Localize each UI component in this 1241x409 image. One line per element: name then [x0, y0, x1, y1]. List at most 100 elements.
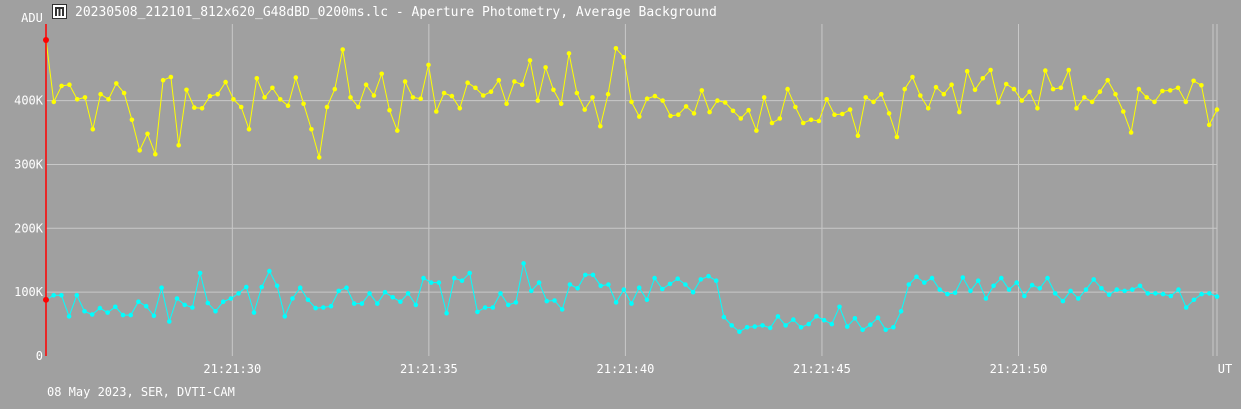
series-0-point [293, 75, 299, 80]
x-tick-label: 21:21:45 [793, 362, 851, 376]
series-1-point [945, 291, 950, 297]
series-0-point [231, 97, 236, 102]
series-0-point [1214, 107, 1220, 112]
series-1-point [428, 280, 434, 285]
series-1-point [220, 299, 226, 305]
series-1-point [798, 325, 804, 330]
series-0-point [1206, 122, 1212, 128]
series-1-point [621, 287, 627, 292]
series-0-point [74, 97, 80, 102]
series-0-point [910, 74, 915, 80]
series-0-point [285, 103, 291, 108]
series-0-point [933, 84, 939, 90]
series-1-point [1130, 287, 1135, 292]
series-0-point [371, 93, 377, 98]
series-0-point [1097, 89, 1103, 94]
series-1-point [1006, 287, 1012, 292]
series-0-point [1011, 86, 1017, 92]
series-1-point [544, 298, 550, 304]
series-0-point [957, 109, 962, 115]
series-1-point [97, 305, 103, 311]
series-1-point [1176, 287, 1181, 292]
series-1-point [513, 300, 519, 305]
series-1-point [660, 286, 665, 292]
series-1-point [583, 272, 588, 278]
series-0-point [988, 67, 993, 73]
series-0-point [621, 54, 626, 60]
series-0-point [722, 100, 728, 105]
app-icon [52, 4, 67, 19]
series-0-point [730, 108, 736, 114]
series-1-point [1183, 305, 1189, 310]
series-0-point [964, 68, 970, 74]
series-1-point [436, 280, 442, 285]
series-0-point [238, 104, 244, 110]
series-0-point [316, 155, 322, 160]
series-0-point [676, 112, 681, 117]
series-1-point [1037, 286, 1043, 291]
series-1-point [529, 288, 534, 294]
series-0-point [1027, 89, 1032, 94]
series-0-point [363, 82, 369, 87]
series-0-point [769, 120, 775, 126]
series-0-point [121, 90, 127, 96]
x-tick-label: 21:21:35 [400, 362, 458, 376]
series-1-point [267, 268, 272, 274]
series-0-point [598, 123, 603, 129]
series-0-point [535, 98, 541, 103]
x-axis-label: UT [1218, 362, 1232, 376]
series-1-point [190, 305, 195, 310]
series-0-point [1167, 88, 1173, 93]
y-tick-label: 300K [14, 157, 44, 171]
series-1-point [1029, 282, 1035, 288]
series-1-point [999, 275, 1004, 281]
series-0-point [1003, 81, 1009, 87]
series-0-point [824, 97, 829, 102]
series-0-point [301, 101, 306, 107]
series-1-point [968, 288, 973, 294]
series-0-point [465, 80, 470, 85]
series-1-point [313, 305, 318, 311]
footer-info: 08 May 2023, SER, DVTI-CAM [47, 385, 235, 399]
series-1-point [629, 301, 634, 306]
series-0-point [449, 93, 455, 99]
series-0-point [699, 88, 705, 93]
series-1-point [228, 296, 234, 301]
series-1-point [290, 296, 295, 301]
series-1-point [844, 324, 850, 329]
series-0-point [1082, 95, 1087, 100]
series-0-point [816, 118, 822, 124]
series-0-point [1019, 98, 1025, 103]
series-1-point [744, 325, 750, 330]
series-1-point [351, 301, 357, 306]
series-0-point [840, 111, 845, 117]
series-0-point [145, 131, 150, 137]
series-0-point [1035, 106, 1040, 111]
series-0-point [426, 62, 431, 68]
series-1-point [791, 317, 796, 322]
series-1-point [398, 299, 403, 305]
series-0-point [473, 85, 478, 91]
series-1-point [490, 305, 496, 310]
series-1-point [852, 316, 858, 321]
series-0-point [137, 148, 142, 153]
series-0-point [1043, 68, 1048, 73]
series-0-point [59, 83, 64, 89]
series-0-point [457, 106, 463, 111]
series-0-point [1066, 67, 1071, 73]
series-1-point [305, 297, 311, 303]
series-1-point [737, 329, 742, 335]
series-0-point [637, 114, 642, 119]
series-1-point [89, 312, 95, 317]
series-0-point [356, 104, 361, 110]
series-1-point [760, 323, 765, 328]
series-1-point [652, 275, 657, 281]
series-1-point [482, 305, 488, 310]
series-1-point [837, 304, 842, 310]
series-0-point [480, 93, 486, 98]
series-0-point [1089, 99, 1095, 105]
series-0-point [691, 111, 697, 116]
series-1-point [1068, 288, 1073, 294]
series-1-point [390, 295, 396, 300]
